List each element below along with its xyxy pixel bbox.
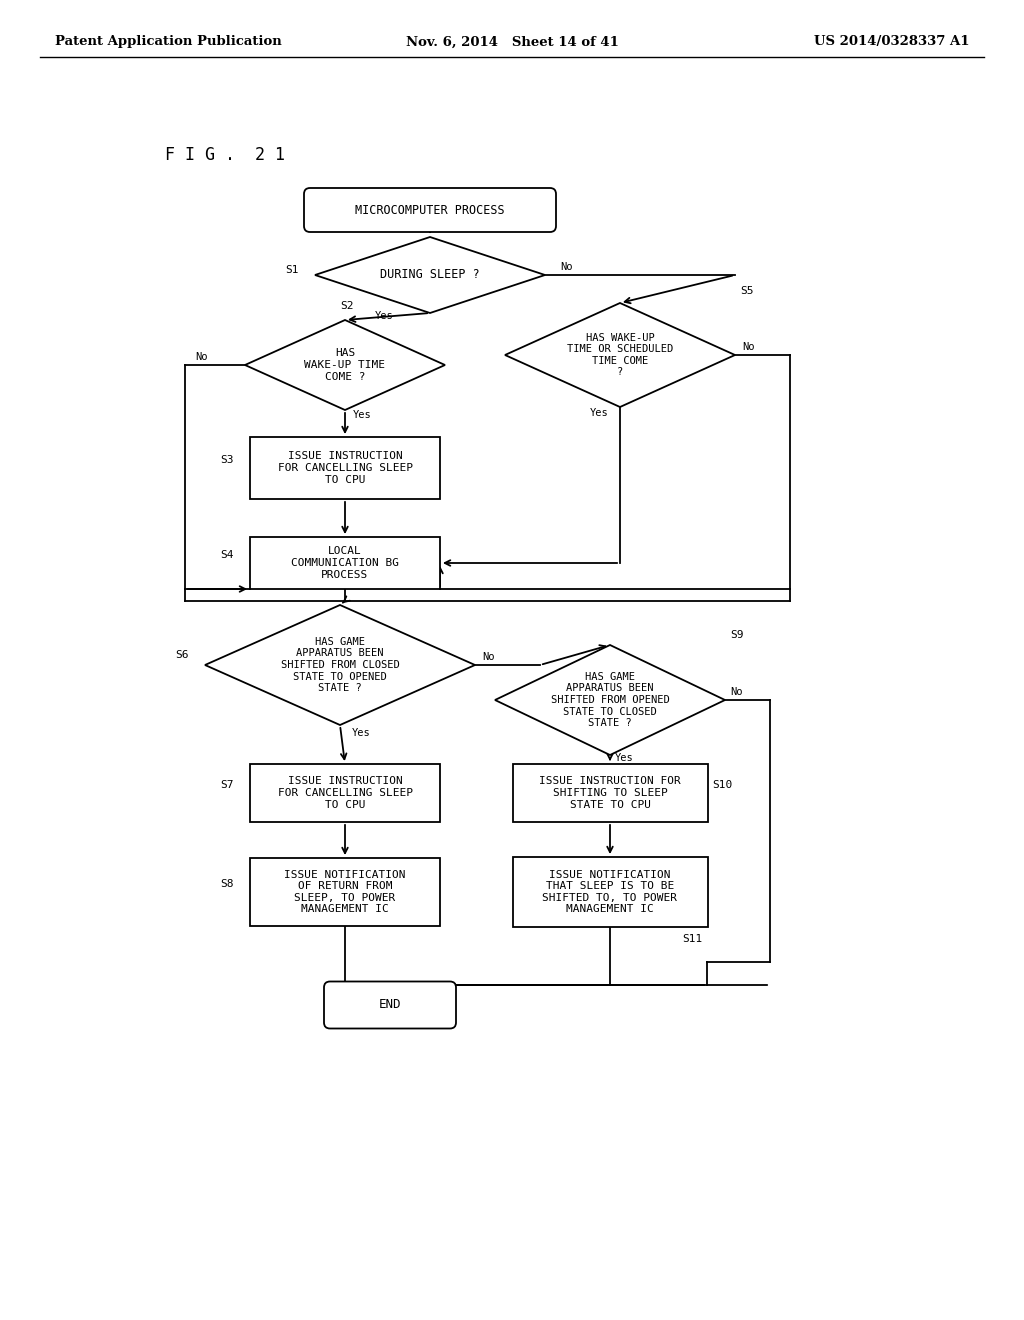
Polygon shape	[205, 605, 475, 725]
Text: HAS GAME
APPARATUS BEEN
SHIFTED FROM CLOSED
STATE TO OPENED
STATE ?: HAS GAME APPARATUS BEEN SHIFTED FROM CLO…	[281, 636, 399, 693]
Text: ISSUE NOTIFICATION
OF RETURN FROM
SLEEP, TO POWER
MANAGEMENT IC: ISSUE NOTIFICATION OF RETURN FROM SLEEP,…	[285, 870, 406, 915]
Text: LOCAL
COMMUNICATION BG
PROCESS: LOCAL COMMUNICATION BG PROCESS	[291, 546, 399, 579]
Text: No: No	[560, 261, 572, 272]
Text: Nov. 6, 2014   Sheet 14 of 41: Nov. 6, 2014 Sheet 14 of 41	[406, 36, 618, 49]
Polygon shape	[505, 304, 735, 407]
Polygon shape	[495, 645, 725, 755]
Bar	[250, 537, 440, 589]
Text: No: No	[730, 686, 742, 697]
Text: HAS GAME
APPARATUS BEEN
SHIFTED FROM OPENED
STATE TO CLOSED
STATE ?: HAS GAME APPARATUS BEEN SHIFTED FROM OPE…	[551, 672, 670, 729]
Text: ISSUE INSTRUCTION
FOR CANCELLING SLEEP
TO CPU: ISSUE INSTRUCTION FOR CANCELLING SLEEP T…	[278, 776, 413, 809]
Text: Yes: Yes	[353, 411, 372, 420]
Text: S10: S10	[712, 780, 732, 789]
Text: MICROCOMPUTER PROCESS: MICROCOMPUTER PROCESS	[355, 203, 505, 216]
Text: ISSUE INSTRUCTION
FOR CANCELLING SLEEP
TO CPU: ISSUE INSTRUCTION FOR CANCELLING SLEEP T…	[278, 451, 413, 484]
Text: ISSUE INSTRUCTION FOR
SHIFTING TO SLEEP
STATE TO CPU: ISSUE INSTRUCTION FOR SHIFTING TO SLEEP …	[539, 776, 681, 809]
Text: S2: S2	[340, 301, 353, 312]
Text: S9: S9	[730, 630, 743, 640]
Text: S7: S7	[220, 780, 233, 789]
Text: DURING SLEEP ?: DURING SLEEP ?	[380, 268, 480, 281]
Bar	[512, 764, 708, 822]
Text: HAS WAKE-UP
TIME OR SCHEDULED
TIME COME
?: HAS WAKE-UP TIME OR SCHEDULED TIME COME …	[567, 333, 673, 378]
FancyBboxPatch shape	[324, 982, 456, 1028]
Text: No: No	[742, 342, 755, 352]
Text: S11: S11	[682, 935, 702, 944]
Text: S1: S1	[285, 265, 299, 275]
Bar	[250, 858, 440, 927]
Text: S3: S3	[220, 455, 233, 465]
Text: F I G .  2 1: F I G . 2 1	[165, 147, 285, 164]
Text: Yes: Yes	[590, 408, 608, 418]
Text: Yes: Yes	[375, 312, 394, 321]
Bar	[250, 437, 440, 499]
Text: Yes: Yes	[352, 729, 371, 738]
Polygon shape	[245, 319, 445, 411]
Polygon shape	[315, 238, 545, 313]
Text: Yes: Yes	[615, 752, 634, 763]
Text: S8: S8	[220, 879, 233, 888]
Bar	[250, 764, 440, 822]
Text: No: No	[482, 652, 495, 663]
Text: Patent Application Publication: Patent Application Publication	[55, 36, 282, 49]
Text: END: END	[379, 998, 401, 1011]
Text: No: No	[195, 352, 208, 362]
Text: ISSUE NOTIFICATION
THAT SLEEP IS TO BE
SHIFTED TO, TO POWER
MANAGEMENT IC: ISSUE NOTIFICATION THAT SLEEP IS TO BE S…	[543, 870, 678, 915]
Text: S4: S4	[220, 550, 233, 560]
Text: US 2014/0328337 A1: US 2014/0328337 A1	[814, 36, 970, 49]
Text: S6: S6	[175, 649, 188, 660]
Text: S5: S5	[740, 286, 754, 296]
FancyBboxPatch shape	[304, 187, 556, 232]
Bar	[512, 857, 708, 927]
Text: HAS
WAKE-UP TIME
COME ?: HAS WAKE-UP TIME COME ?	[304, 348, 385, 381]
